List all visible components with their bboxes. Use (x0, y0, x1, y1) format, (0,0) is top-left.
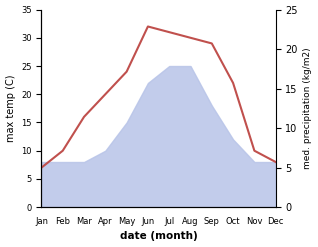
X-axis label: date (month): date (month) (120, 231, 197, 242)
Y-axis label: med. precipitation (kg/m2): med. precipitation (kg/m2) (303, 48, 313, 169)
Y-axis label: max temp (C): max temp (C) (5, 75, 16, 142)
